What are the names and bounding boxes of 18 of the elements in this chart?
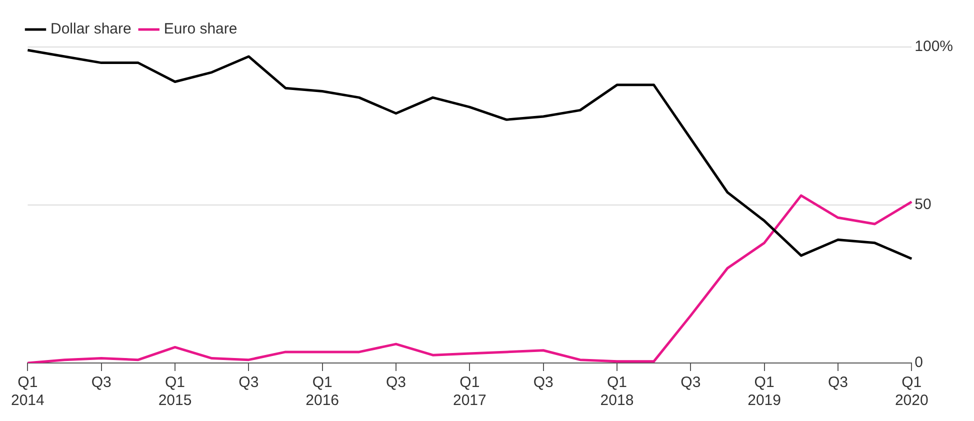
x-tick-label: Q3 bbox=[91, 374, 112, 392]
x-tick-label: Q3 bbox=[828, 374, 848, 392]
y-tick-label: 100% bbox=[914, 38, 954, 56]
x-tick-label: Q3 bbox=[533, 374, 554, 392]
x-tick-label: Q1 2017 bbox=[452, 374, 486, 410]
x-tick-label: Q3 bbox=[680, 374, 701, 392]
y-tick-label: 50 bbox=[914, 196, 932, 214]
x-tick-label: Q1 2014 bbox=[10, 374, 44, 410]
legend-label: Euro share bbox=[164, 20, 238, 38]
x-tick-label: Q1 2019 bbox=[748, 374, 781, 410]
legend-label: Dollar share bbox=[50, 20, 132, 38]
x-tick-label: Q1 2020 bbox=[894, 374, 928, 410]
x-tick-label: Q1 2016 bbox=[306, 374, 340, 410]
y-tick-label: 0 bbox=[914, 354, 923, 372]
x-tick-label: Q1 2015 bbox=[158, 374, 192, 410]
x-tick-label: Q1 2018 bbox=[600, 374, 634, 410]
x-tick-label: Q3 bbox=[386, 374, 406, 392]
x-tick-label: Q3 bbox=[238, 374, 259, 392]
